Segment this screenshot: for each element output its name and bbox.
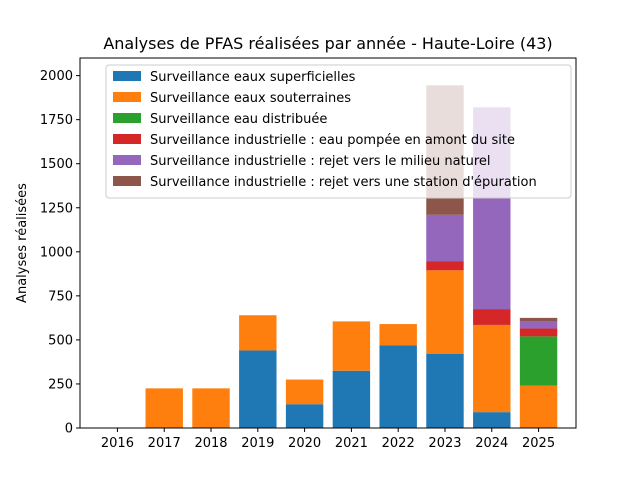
y-tick-label: 1250 [40,201,73,216]
y-tick-label: 500 [48,333,73,348]
y-tick-label: 0 [65,422,73,437]
y-tick-label: 250 [48,377,73,392]
bar-2019-series-1 [239,350,277,428]
legend-swatch [113,71,141,81]
y-tick-label: 1750 [40,113,73,128]
y-tick-label: 750 [48,289,73,304]
bar-2021-series-1 [332,370,371,428]
y-tick-label: 1500 [40,157,73,172]
chart-title: Analyses de PFAS réalisées par année - H… [103,34,552,53]
y-tick-label: 1000 [40,245,73,260]
legend-swatch [113,134,141,144]
bar-2024-series-1 [473,412,511,428]
bar-2025-series-5 [519,321,558,329]
plot-frame [79,57,577,429]
legend-swatch [113,176,141,186]
legend-label: Surveillance eaux souterraines [150,91,351,106]
x-tick-label: 2017 [148,436,181,451]
legend-label: Surveillance industrielle : rejet vers l… [150,154,491,169]
x-tick-label: 2024 [475,436,508,451]
legend: Surveillance eaux superficielles Surveill… [105,64,572,199]
bar-2025-series-2 [519,385,558,428]
x-tick-label: 2016 [101,436,134,451]
bar-2024-series-4 [473,309,511,325]
bar-2025-series-3 [519,336,558,386]
legend-label: Surveillance eaux superficielles [150,70,356,85]
legend-label: Surveillance industrielle : eau pompée e… [150,133,515,148]
x-tick-label: 2019 [241,436,274,451]
y-axis-title: Analyses réalisées [15,183,30,303]
bar-2020-series-2 [285,379,324,405]
legend-box [105,64,572,199]
legend-label: Surveillance industrielle : rejet vers u… [150,175,537,190]
bar-2018-series-2 [192,388,230,428]
x-tick-label: 2023 [428,436,461,451]
x-tick-label: 2020 [288,436,321,451]
x-tick-label: 2018 [194,436,227,451]
x-axis: 2016 2017 2018 2019 2020 2021 2022 2023 2024 2025 [101,428,555,451]
y-axis: 0 250 500 750 1000 1250 1500 1750 2000 [40,69,80,437]
legend-label: Surveillance eau distribuée [150,112,327,127]
bar-2020-series-1 [285,404,324,428]
legend-swatch [113,92,141,102]
x-tick-label: 2022 [382,436,415,451]
bar-2023-series-2 [426,270,464,354]
bar-2017-series-2 [145,388,183,428]
bar-2024-series-2 [473,324,511,413]
y-tick-label: 2000 [40,69,73,84]
bar-2023-series-1 [426,354,464,428]
x-tick-label: 2025 [522,436,555,451]
legend-swatch [113,155,141,165]
x-tick-label: 2021 [335,436,368,451]
bar-2021-series-2 [332,321,371,371]
legend-swatch [113,113,141,123]
bar-2022-series-1 [379,345,417,428]
bar-2019-series-2 [239,315,277,351]
bar-2023-series-5 [426,214,464,262]
bar-2022-series-2 [379,324,417,346]
bar-2025-series-4 [519,328,558,337]
bar-2023-series-4 [426,261,464,271]
bar-2025-series-6 [519,317,558,322]
